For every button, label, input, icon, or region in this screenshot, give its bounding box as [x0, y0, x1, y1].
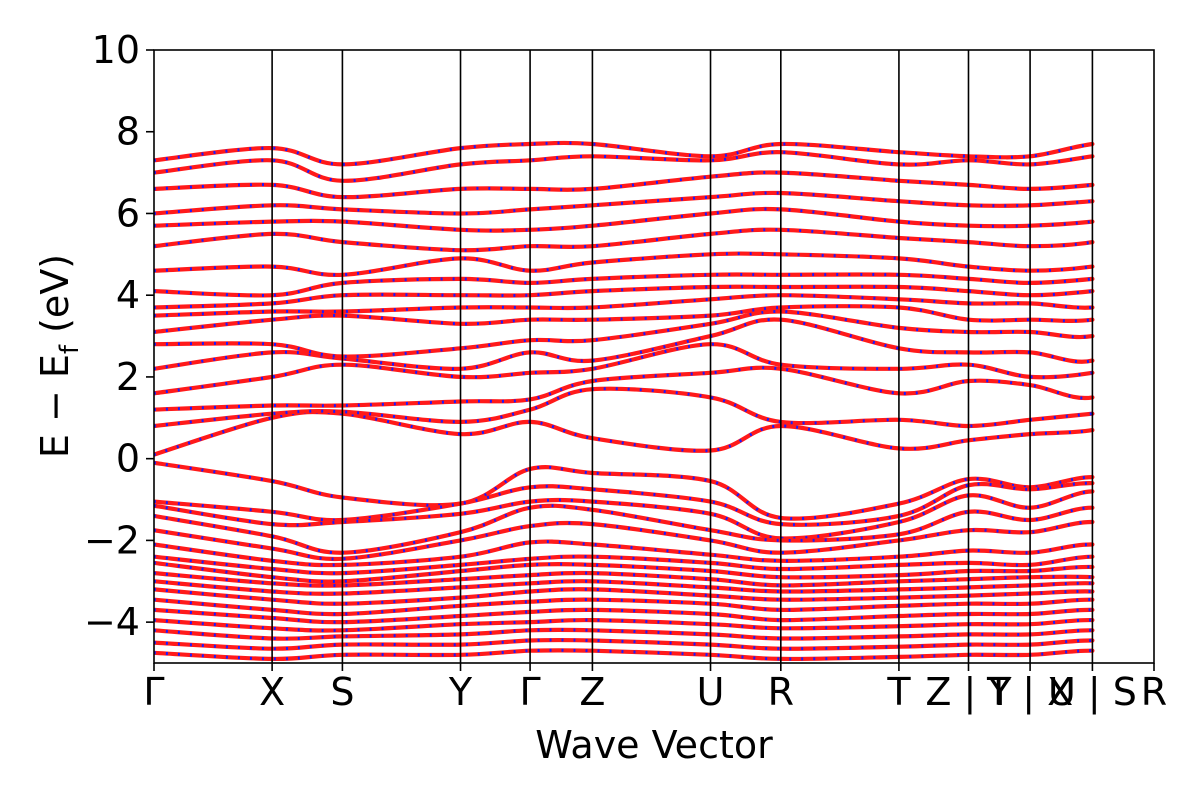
kpoint-lines — [271, 50, 1094, 663]
y-tick-label: 0 — [116, 437, 140, 481]
band-dash — [154, 285, 1093, 309]
band-31 — [154, 190, 1095, 216]
band-line — [154, 170, 1095, 200]
band-line — [154, 150, 1095, 183]
band-21 — [154, 342, 1095, 396]
x-tick-label: Z — [579, 670, 605, 714]
y-tick-label: 6 — [116, 191, 140, 235]
band-29 — [154, 227, 1095, 253]
band-line — [154, 272, 1095, 298]
band-dash — [154, 571, 1093, 588]
y-tick-label: −4 — [84, 600, 140, 644]
band-line — [154, 190, 1095, 216]
band-line — [154, 227, 1095, 253]
band-line — [154, 251, 1095, 277]
band-dash — [154, 309, 1093, 359]
band-line — [154, 206, 1095, 233]
band-line — [154, 386, 1095, 429]
y-axis-title-unit: (eV) — [33, 254, 77, 345]
y-axis-title: E − Ef (eV) — [33, 254, 85, 458]
x-tick-label: T — [886, 670, 911, 714]
x-tick-label: U | S — [1048, 670, 1137, 715]
y-axis-title-subscript: f — [55, 344, 85, 354]
y-axis: −4 −2 0 2 4 6 8 10 — [84, 28, 154, 644]
y-tick-label: 8 — [116, 110, 140, 154]
x-tick-label: U — [697, 670, 725, 714]
band-18 — [154, 409, 1095, 457]
band-dash — [154, 579, 1093, 596]
band-30 — [154, 206, 1095, 233]
band-25 — [154, 293, 1095, 318]
band-dash — [154, 587, 1093, 606]
x-tick-label: Γ — [143, 670, 164, 714]
x-tick-label: X — [259, 670, 285, 714]
x-tick-label: S — [330, 670, 354, 714]
x-tick-label: R — [1141, 670, 1167, 714]
plot-frame — [153, 49, 1155, 664]
band-17 — [154, 648, 1095, 662]
band-33 — [154, 150, 1095, 183]
y-tick-label: 2 — [116, 355, 140, 399]
y-tick-label: −2 — [84, 518, 140, 562]
band-dash — [154, 608, 1093, 624]
y-tick-label: 4 — [116, 273, 140, 317]
band-32 — [154, 170, 1095, 200]
x-tick-label: Γ — [520, 670, 541, 714]
band-27 — [154, 272, 1095, 298]
y-axis-title-main: E − E — [33, 354, 77, 458]
x-tick-label: Z | Y — [925, 670, 1012, 715]
x-tick-label: Y — [448, 670, 473, 714]
band-28 — [154, 251, 1095, 277]
band-dash — [154, 461, 1093, 521]
x-tick-label: T | X — [986, 670, 1073, 715]
x-tick-label: R — [768, 670, 794, 714]
x-axis-title: Wave Vector — [535, 723, 773, 767]
band-line — [154, 342, 1095, 396]
band-16 — [154, 637, 1095, 651]
y-tick-label: 10 — [92, 28, 140, 72]
band-line — [154, 409, 1095, 457]
band-dash — [154, 410, 1093, 457]
band-19 — [154, 386, 1095, 429]
bands-layer — [154, 140, 1095, 662]
